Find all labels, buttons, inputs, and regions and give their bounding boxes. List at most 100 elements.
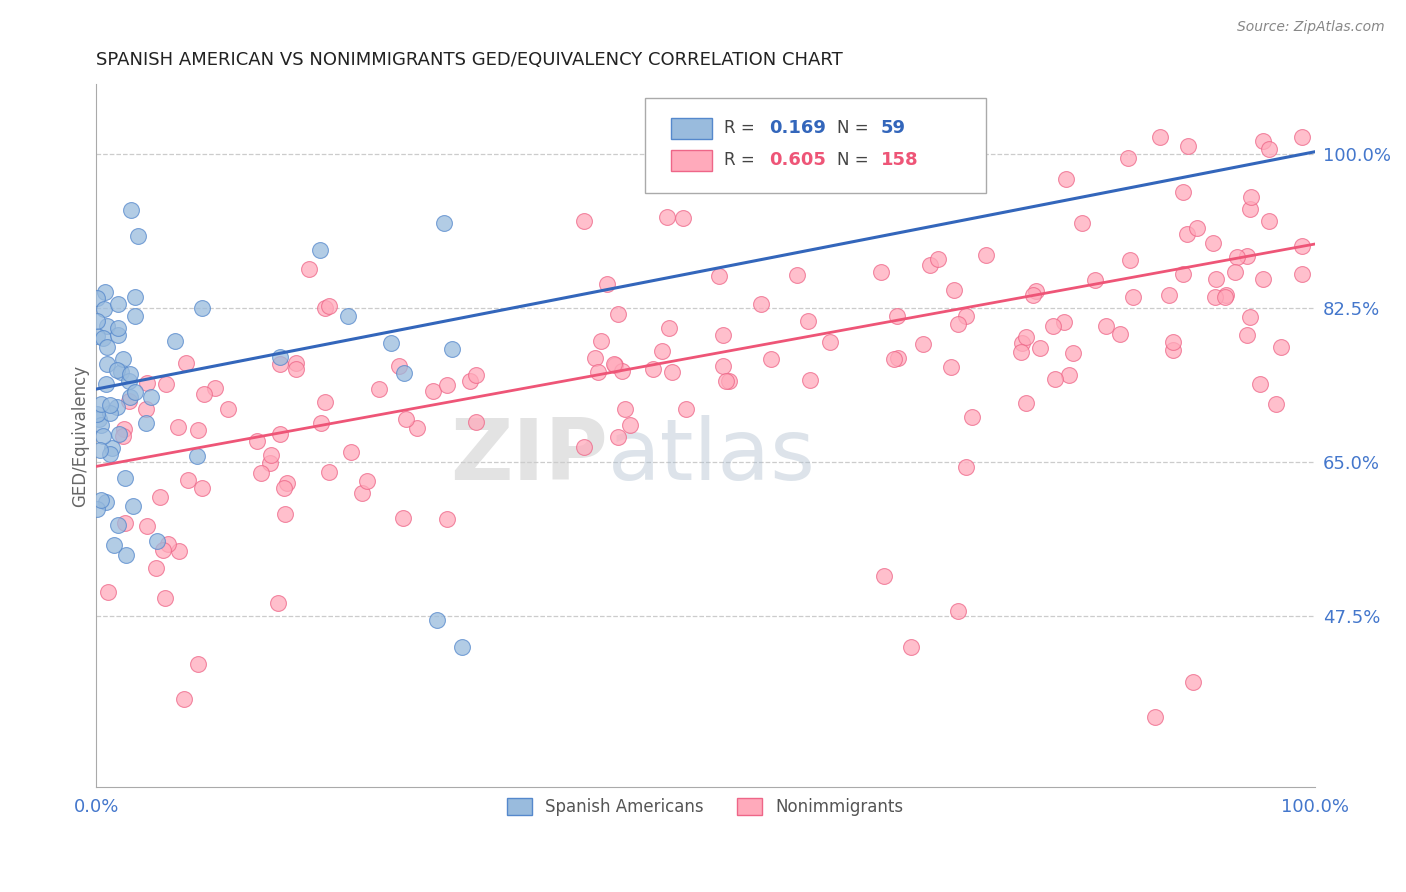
Point — [91, 428, 114, 442]
Point — [145, 561, 167, 575]
Point — [135, 416, 157, 430]
Point — [1052, 315, 1074, 329]
Point — [146, 534, 169, 549]
Text: atlas: atlas — [607, 416, 815, 499]
Point — [274, 507, 297, 521]
Point — [314, 301, 336, 315]
Point — [1270, 340, 1292, 354]
Point — [141, 390, 163, 404]
Point — [1249, 377, 1271, 392]
Point — [1119, 252, 1142, 267]
Point — [711, 359, 734, 374]
Text: 0.605: 0.605 — [769, 151, 825, 169]
Point — [661, 365, 683, 379]
Text: 158: 158 — [882, 151, 918, 169]
Point — [711, 327, 734, 342]
FancyBboxPatch shape — [644, 98, 986, 193]
Text: Source: ZipAtlas.com: Source: ZipAtlas.com — [1237, 20, 1385, 34]
Point — [318, 465, 340, 479]
Point — [955, 309, 977, 323]
Point — [86, 502, 108, 516]
Point — [121, 499, 143, 513]
Point — [619, 417, 641, 432]
Point — [94, 285, 117, 300]
Point — [436, 512, 458, 526]
Point — [405, 421, 427, 435]
Point — [114, 471, 136, 485]
Point — [1236, 327, 1258, 342]
Point — [1291, 129, 1313, 144]
Point — [94, 376, 117, 391]
Point — [1236, 249, 1258, 263]
Point — [96, 318, 118, 333]
Point — [1161, 343, 1184, 358]
Point — [318, 299, 340, 313]
Point — [152, 542, 174, 557]
Point — [799, 373, 821, 387]
Point — [1171, 267, 1194, 281]
Point — [110, 365, 132, 379]
Bar — [671, 118, 711, 139]
Point — [586, 365, 609, 379]
Point — [267, 596, 290, 610]
Point — [1015, 396, 1038, 410]
Point — [441, 342, 464, 356]
Point — [749, 296, 772, 310]
Point — [1204, 290, 1226, 304]
Point — [900, 640, 922, 654]
Point — [614, 401, 637, 416]
Point — [436, 377, 458, 392]
Point — [943, 284, 966, 298]
Point — [112, 422, 135, 436]
Point — [450, 640, 472, 654]
Text: 0.169: 0.169 — [769, 120, 825, 137]
Point — [883, 351, 905, 366]
Point — [946, 317, 969, 331]
Point — [1182, 674, 1205, 689]
Point — [115, 548, 138, 562]
Point — [124, 290, 146, 304]
Point — [124, 385, 146, 400]
Point — [103, 538, 125, 552]
Point — [101, 442, 124, 456]
Point — [86, 407, 108, 421]
Point — [135, 402, 157, 417]
Point — [886, 310, 908, 324]
Point — [90, 493, 112, 508]
Point — [177, 473, 200, 487]
Point — [368, 382, 391, 396]
Point — [120, 202, 142, 217]
Point — [1187, 221, 1209, 235]
Point — [1213, 290, 1236, 304]
Point — [1022, 288, 1045, 302]
Point — [259, 456, 281, 470]
Point — [458, 374, 481, 388]
Point — [658, 321, 681, 335]
Point — [426, 613, 449, 627]
Point — [1122, 290, 1144, 304]
Point — [135, 376, 157, 390]
Point — [583, 351, 606, 365]
Point — [596, 277, 619, 291]
Point — [87, 411, 110, 425]
Point — [93, 331, 115, 345]
Point — [927, 252, 949, 266]
Point — [395, 412, 418, 426]
Point — [675, 401, 697, 416]
Point — [107, 328, 129, 343]
Point — [610, 363, 633, 377]
Text: ZIP: ZIP — [450, 416, 607, 499]
Point — [284, 356, 307, 370]
Point — [955, 460, 977, 475]
Point — [86, 314, 108, 328]
Text: N =: N = — [837, 120, 875, 137]
Point — [118, 368, 141, 382]
Point — [112, 351, 135, 366]
Point — [941, 359, 963, 374]
Point — [156, 537, 179, 551]
Point — [1240, 190, 1263, 204]
Point — [394, 366, 416, 380]
Point — [1171, 185, 1194, 199]
Point — [707, 269, 730, 284]
Point — [260, 448, 283, 462]
